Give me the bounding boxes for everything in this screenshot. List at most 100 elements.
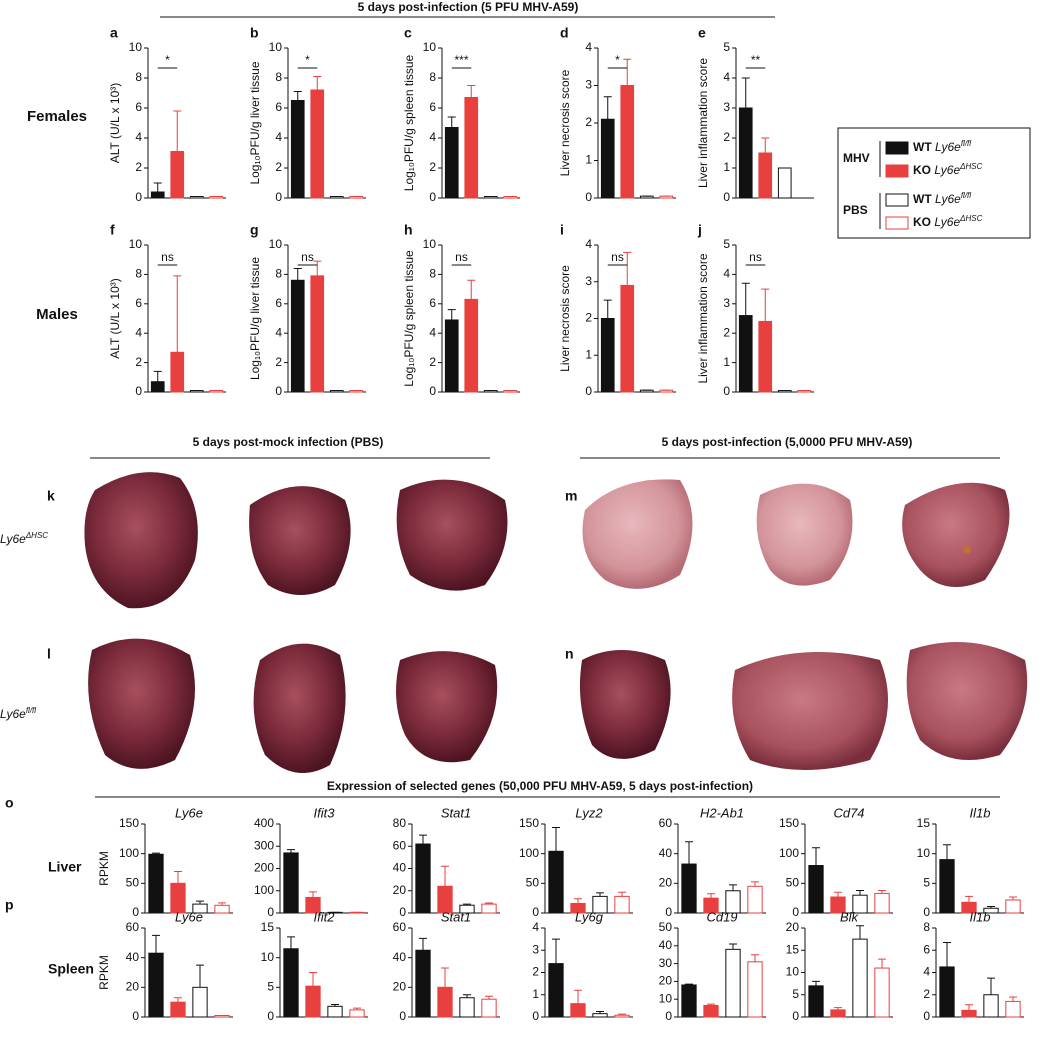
bar <box>170 1001 186 1018</box>
error-bar <box>441 967 449 988</box>
error-bar <box>287 936 295 949</box>
bar <box>444 127 459 199</box>
row-label: Liver <box>48 859 82 875</box>
gene: Ly6e <box>0 532 26 546</box>
error-bar <box>761 288 770 322</box>
bar <box>614 1014 630 1018</box>
y-axis-label: Liver necrosis score <box>558 69 572 176</box>
panel-letter: a <box>110 25 118 41</box>
y-tick-label: 4 <box>429 325 436 339</box>
y-tick-label: 15 <box>917 816 931 830</box>
bar <box>600 118 615 199</box>
y-tick-label: 4 <box>585 237 592 251</box>
gene: Ly6e <box>0 707 26 721</box>
legend-label: WT Ly6efl/fl <box>913 191 971 207</box>
error-bar <box>153 370 162 382</box>
chart-title: Ly6e <box>175 909 203 924</box>
error-bar <box>685 841 693 865</box>
error-bar <box>419 834 427 845</box>
y-tick-label: 50 <box>659 920 673 934</box>
error-bar <box>313 260 322 276</box>
error-bar <box>293 268 302 281</box>
y-tick-label: 10 <box>269 40 283 54</box>
y-tick-label: 100 <box>254 883 274 897</box>
y-tick-label: 40 <box>659 938 673 952</box>
bar <box>437 986 453 1018</box>
error-bar <box>751 954 759 962</box>
bar <box>310 275 325 393</box>
y-tick-label: 8 <box>923 920 930 934</box>
gene: Ly6e <box>934 163 960 177</box>
y-tick-label: 6 <box>275 296 282 310</box>
panel-letter: k <box>47 488 55 504</box>
bar <box>283 948 299 1018</box>
bar <box>681 984 697 1018</box>
chart-title: Ifit2 <box>314 909 336 924</box>
y-tick-label: 100 <box>519 846 539 860</box>
panel-letter: n <box>565 646 574 662</box>
chart-title: Ly6g <box>575 909 604 924</box>
y-tick-label: 40 <box>659 846 673 860</box>
y-tick-label: 0 <box>792 905 799 919</box>
y-tick-label: 10 <box>659 991 673 1005</box>
bar <box>614 895 630 914</box>
y-tick-label: 2 <box>723 130 730 144</box>
y-tick-label: 4 <box>275 325 282 339</box>
y-tick-label: 20 <box>786 920 800 934</box>
error-bar <box>965 1004 973 1011</box>
bar <box>310 89 325 199</box>
bar <box>349 1009 365 1018</box>
y-tick-label: 4 <box>135 130 142 144</box>
y-tick-label: 60 <box>126 920 140 934</box>
bar <box>192 986 208 1018</box>
error-bar <box>293 91 302 101</box>
error-bar <box>987 905 995 909</box>
error-bar <box>309 891 317 898</box>
panel-letter: p <box>5 897 14 913</box>
row-label: Ly6efl/fl <box>0 706 36 722</box>
legend-swatch <box>885 193 909 207</box>
error-bar <box>287 849 295 853</box>
error-bar <box>152 852 160 855</box>
panel-letter: f <box>110 222 115 238</box>
error-bar <box>761 137 770 153</box>
y-tick-label: 10 <box>917 846 931 860</box>
y-tick-label: 4 <box>532 920 539 934</box>
legend-group: MHV <box>843 151 870 165</box>
bar <box>681 863 697 914</box>
y-tick-label: 10 <box>269 237 283 251</box>
y-tick-label: 400 <box>254 816 274 830</box>
y-axis-label: RPKM <box>97 851 111 886</box>
y-tick-label: 60 <box>393 838 407 852</box>
panel-letter: h <box>404 222 413 238</box>
y-tick-label: 60 <box>393 920 407 934</box>
y-tick-label: 10 <box>423 40 437 54</box>
y-tick-label: 6 <box>135 296 142 310</box>
y-tick-label: 0 <box>267 1009 274 1023</box>
error-bar <box>741 282 750 316</box>
significance: *** <box>454 53 468 67</box>
y-tick-label: 50 <box>126 876 140 890</box>
bar <box>290 279 305 393</box>
gene: Ly6e <box>935 140 961 154</box>
error-bar <box>729 884 737 891</box>
error-bar <box>812 980 820 986</box>
error-bar <box>218 902 226 906</box>
liver-photos <box>84 472 1028 773</box>
y-tick-label: 0 <box>429 190 436 204</box>
y-tick-label: 2 <box>585 115 592 129</box>
y-tick-label: 15 <box>786 942 800 956</box>
panel-letter: o <box>5 795 14 811</box>
error-bar <box>574 989 582 1004</box>
panel-letter: j <box>697 222 702 238</box>
y-tick-label: 10 <box>129 237 143 251</box>
y-tick-label: 15 <box>261 920 275 934</box>
significance: ns <box>161 250 174 264</box>
y-tick-label: 2 <box>723 325 730 339</box>
y-tick-label: 300 <box>254 838 274 852</box>
bar <box>415 949 431 1018</box>
y-tick-label: 0 <box>135 384 142 398</box>
error-bar <box>943 941 951 967</box>
y-tick-label: 2 <box>532 965 539 979</box>
y-tick-label: 5 <box>267 980 274 994</box>
